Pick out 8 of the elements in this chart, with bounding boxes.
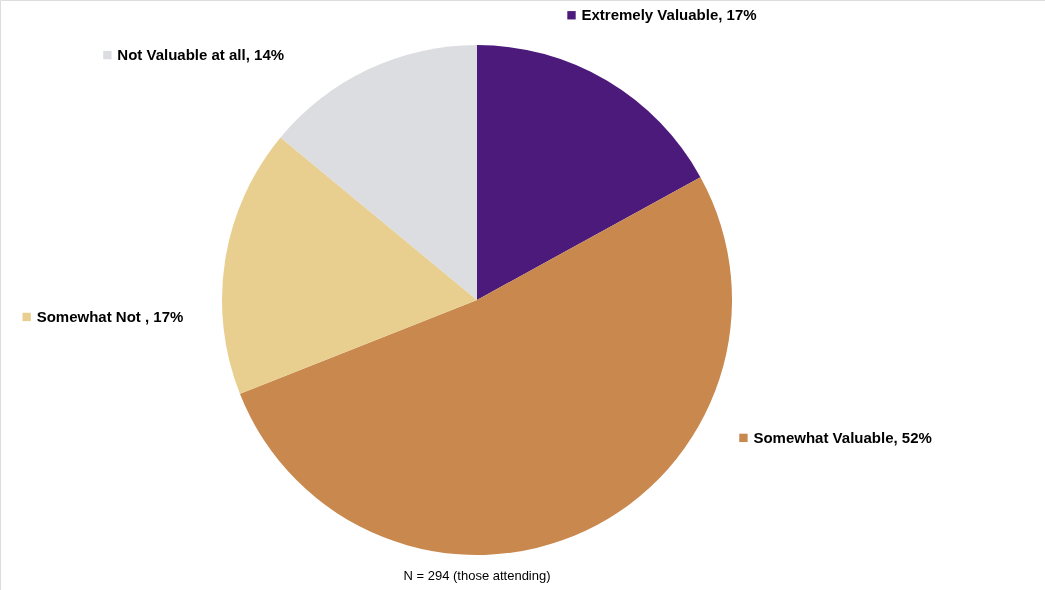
pie-slice [239, 177, 732, 555]
legend-label: Somewhat Not , 17% [36, 307, 184, 325]
text: N = 294 (those attending) [403, 568, 551, 583]
legend-label: Extremely Valuable, 17% [581, 6, 757, 24]
pie-slice [477, 45, 701, 300]
legend-label: Not Valuable at all, 14% [117, 46, 285, 64]
pie-slice [222, 137, 477, 394]
legend-label: Somewhat Valuable, 52% [753, 428, 932, 446]
